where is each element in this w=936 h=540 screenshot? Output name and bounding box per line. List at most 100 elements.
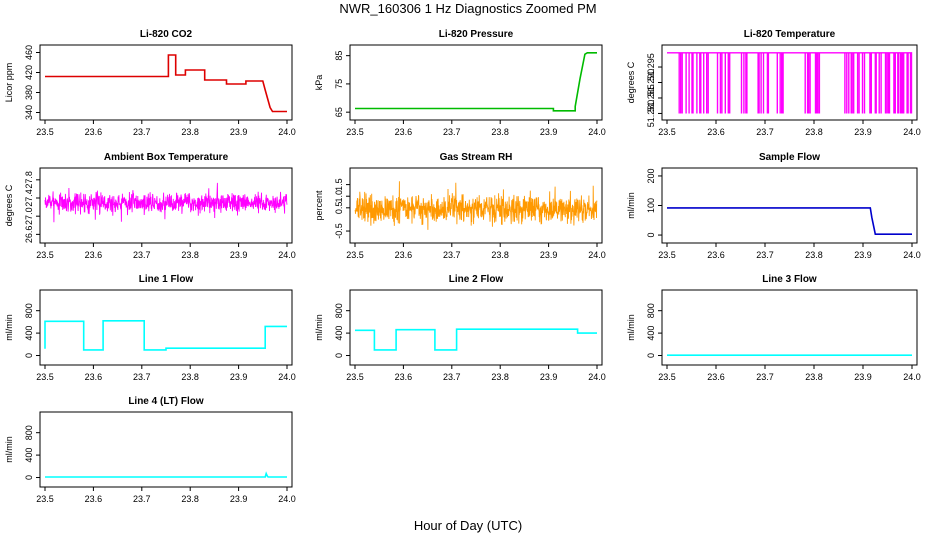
x-tick-label: 23.7 (756, 372, 774, 382)
x-tick-label: 23.7 (443, 127, 461, 137)
panel-title: Line 2 Flow (449, 274, 504, 285)
panel-0: Li-820 CO2 Licor ppm 23.5 23.6 23.7 23.8 23.9 2… (4, 29, 296, 137)
panel-title: Gas Stream RH (440, 152, 513, 163)
y-axis-label: kPa (314, 75, 324, 91)
plot-frame (349, 44, 603, 121)
series-line-switching (667, 52, 913, 114)
y-tick-label: 340 (24, 105, 34, 120)
x-tick-label: 24.0 (903, 127, 921, 137)
series-line-0 (667, 207, 912, 235)
y-tick-label: 460 (24, 45, 34, 60)
y-tick-label: 200 (646, 168, 656, 183)
x-tick-label: 23.8 (181, 127, 199, 137)
y-tick-label: 420 (24, 65, 34, 80)
y-tick-label: 400 (24, 326, 34, 341)
y-tick-label: 1.5 (334, 178, 344, 191)
x-tick-label: 23.8 (491, 127, 509, 137)
x-tick-label: 23.5 (36, 127, 54, 137)
panel-5: Sample Flow ml/min 23.5 23.6 23.7 23.8 23.9 24.… (626, 152, 921, 260)
y-axis-label: ml/min (626, 314, 636, 341)
x-tick-label: 24.0 (588, 127, 606, 137)
y-tick-label: 51.290 (646, 69, 656, 97)
x-tick-label: 23.6 (707, 127, 725, 137)
y-tick-label: 1.0 (334, 190, 344, 203)
plot-frame (349, 289, 603, 366)
x-tick-label: 23.5 (36, 250, 54, 260)
panel-title: Sample Flow (759, 152, 820, 163)
x-tick-label: 23.6 (395, 250, 413, 260)
x-tick-label: 23.9 (854, 372, 872, 382)
y-axis-label: degrees C (626, 61, 636, 103)
x-tick-label: 23.9 (230, 127, 248, 137)
y-tick-label: 0 (646, 353, 656, 358)
x-tick-label: 24.0 (278, 250, 296, 260)
series-line-noise (354, 181, 598, 230)
panel-6: Line 1 Flow ml/min 23.5 23.6 23.7 23.8 23.9 24.… (4, 274, 296, 382)
x-tick-label: 23.7 (443, 372, 461, 382)
x-tick-label: 23.8 (805, 250, 823, 260)
panel-title: Li-820 CO2 (140, 29, 193, 40)
x-tick-label: 23.6 (85, 372, 103, 382)
plot-frame (661, 289, 918, 366)
y-axis-label: Licor ppm (4, 63, 14, 103)
x-tick-label: 23.5 (658, 372, 676, 382)
plot-frame (39, 167, 293, 244)
y-tick-label: 51.280 (646, 100, 656, 128)
x-tick-label: 23.5 (36, 494, 54, 504)
x-tick-label: 23.9 (230, 372, 248, 382)
x-tick-label: 23.7 (133, 250, 151, 260)
panel-title: Ambient Box Temperature (104, 152, 229, 163)
y-tick-label: 380 (24, 85, 34, 100)
y-tick-label: 27.8 (24, 171, 34, 189)
y-tick-label: 0.5 (334, 202, 344, 215)
panel-title: Line 1 Flow (139, 274, 194, 285)
x-tick-label: 23.8 (491, 250, 509, 260)
series-line-0 (45, 54, 287, 113)
x-tick-label: 23.9 (540, 250, 558, 260)
x-tick-label: 23.5 (658, 250, 676, 260)
panel-title: Line 4 (LT) Flow (128, 396, 204, 407)
panel-title: Li-820 Temperature (744, 29, 836, 40)
x-tick-label: 24.0 (588, 372, 606, 382)
series-line-0 (44, 319, 287, 351)
panel-3: Ambient Box Temperature degrees C 23.5 23.6… (4, 152, 296, 260)
x-tick-label: 23.5 (346, 372, 364, 382)
panel-8: Line 3 Flow ml/min 23.5 23.6 23.7 23.8 23.9 24.… (626, 274, 921, 382)
y-tick-label: -0.5 (334, 223, 344, 239)
x-tick-label: 23.7 (133, 372, 151, 382)
x-tick-label: 23.5 (346, 127, 364, 137)
x-tick-label: 23.6 (85, 494, 103, 504)
x-tick-label: 23.9 (540, 127, 558, 137)
panel-7: Line 2 Flow ml/min 23.5 23.6 23.7 23.8 23.9 24.… (314, 274, 606, 382)
y-tick-label: 0 (646, 233, 656, 238)
x-tick-label: 23.6 (395, 372, 413, 382)
x-tick-label: 23.7 (133, 494, 151, 504)
panel-9: Line 4 (LT) Flow ml/min 23.5 23.6 23.7 23.8 23… (4, 396, 296, 504)
x-tick-label: 23.7 (756, 127, 774, 137)
x-tick-label: 23.9 (854, 127, 872, 137)
y-tick-label: 0 (24, 475, 34, 480)
x-tick-label: 23.8 (805, 127, 823, 137)
y-tick-label: 75 (334, 79, 344, 89)
y-tick-label: 400 (646, 326, 656, 341)
panel-1: Li-820 Pressure kPa 23.5 23.6 23.7 23.8 23.9 24… (314, 29, 606, 137)
x-tick-label: 23.9 (230, 250, 248, 260)
x-tick-label: 24.0 (278, 127, 296, 137)
x-tick-label: 23.7 (756, 250, 774, 260)
panel-title: Line 3 Flow (762, 274, 817, 285)
y-axis-label: degrees C (4, 184, 14, 226)
y-tick-label: 0 (334, 353, 344, 358)
x-tick-label: 23.6 (395, 127, 413, 137)
y-axis-label: percent (314, 190, 324, 221)
x-tick-label: 23.5 (346, 250, 364, 260)
x-tick-label: 23.8 (181, 494, 199, 504)
x-tick-label: 23.6 (85, 127, 103, 137)
x-tick-label: 23.7 (443, 250, 461, 260)
y-tick-label: 27.0 (24, 207, 34, 225)
x-axis-label: Hour of Day (UTC) (413, 518, 523, 533)
x-tick-label: 23.6 (707, 372, 725, 382)
x-tick-label: 24.0 (278, 494, 296, 504)
y-tick-label: 100 (646, 198, 656, 213)
